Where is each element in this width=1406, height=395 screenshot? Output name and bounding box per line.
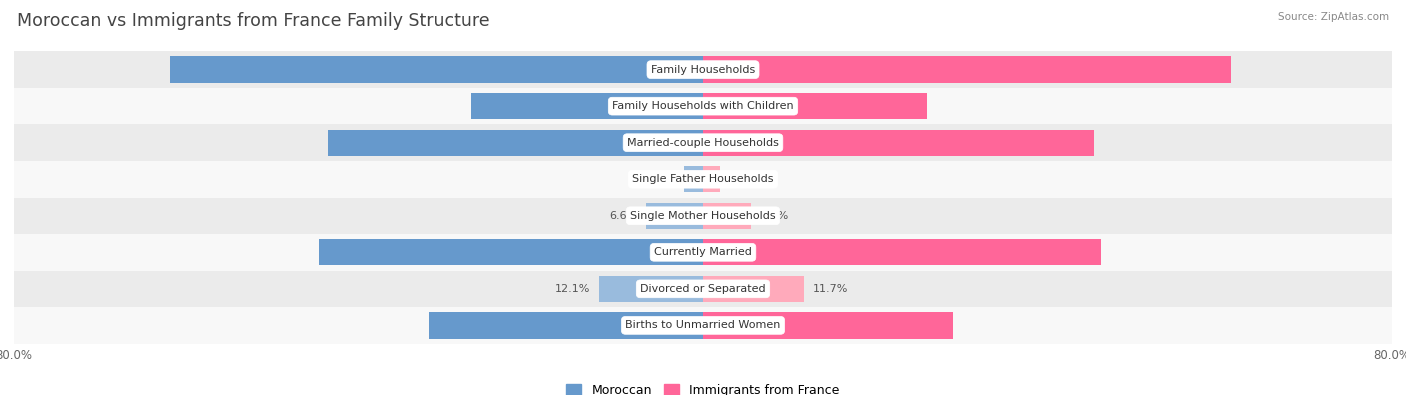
Text: 12.1%: 12.1% xyxy=(555,284,591,294)
Legend: Moroccan, Immigrants from France: Moroccan, Immigrants from France xyxy=(561,379,845,395)
Text: 61.3%: 61.3% xyxy=(716,65,751,75)
Text: 29.0%: 29.0% xyxy=(716,320,751,330)
Text: 26.9%: 26.9% xyxy=(655,101,690,111)
Text: Currently Married: Currently Married xyxy=(654,247,752,257)
Bar xyxy=(14,307,1392,344)
Bar xyxy=(599,276,703,302)
Text: Moroccan vs Immigrants from France Family Structure: Moroccan vs Immigrants from France Famil… xyxy=(17,12,489,30)
Text: 45.4%: 45.4% xyxy=(716,138,751,148)
Bar xyxy=(703,166,720,192)
Bar xyxy=(703,56,1230,83)
Bar xyxy=(703,312,953,339)
Text: Source: ZipAtlas.com: Source: ZipAtlas.com xyxy=(1278,12,1389,22)
Bar xyxy=(170,56,703,83)
Bar xyxy=(329,130,703,156)
Text: Divorced or Separated: Divorced or Separated xyxy=(640,284,766,294)
Text: 46.2%: 46.2% xyxy=(716,247,751,257)
Text: 44.6%: 44.6% xyxy=(655,247,690,257)
Text: 5.6%: 5.6% xyxy=(759,211,789,221)
Bar xyxy=(14,271,1392,307)
Bar xyxy=(14,51,1392,88)
Bar xyxy=(703,276,804,302)
Text: 31.8%: 31.8% xyxy=(655,320,690,330)
Text: 43.5%: 43.5% xyxy=(655,138,690,148)
Bar xyxy=(14,198,1392,234)
Bar xyxy=(703,203,751,229)
Bar xyxy=(429,312,703,339)
Text: 6.6%: 6.6% xyxy=(609,211,637,221)
Bar xyxy=(14,234,1392,271)
Bar xyxy=(703,130,1094,156)
Text: Births to Unmarried Women: Births to Unmarried Women xyxy=(626,320,780,330)
Text: Single Mother Households: Single Mother Households xyxy=(630,211,776,221)
Bar xyxy=(703,93,927,119)
Text: 2.2%: 2.2% xyxy=(647,174,675,184)
Text: 61.9%: 61.9% xyxy=(655,65,690,75)
Text: 2.0%: 2.0% xyxy=(728,174,758,184)
Text: Family Households with Children: Family Households with Children xyxy=(612,101,794,111)
Text: 26.0%: 26.0% xyxy=(716,101,751,111)
Text: Family Households: Family Households xyxy=(651,65,755,75)
Text: Married-couple Households: Married-couple Households xyxy=(627,138,779,148)
Bar xyxy=(14,124,1392,161)
Bar xyxy=(319,239,703,265)
Bar xyxy=(647,203,703,229)
Text: Single Father Households: Single Father Households xyxy=(633,174,773,184)
Bar xyxy=(14,161,1392,198)
Bar xyxy=(14,88,1392,124)
Text: 11.7%: 11.7% xyxy=(813,284,848,294)
Bar xyxy=(471,93,703,119)
Bar xyxy=(703,239,1101,265)
Bar xyxy=(685,166,703,192)
